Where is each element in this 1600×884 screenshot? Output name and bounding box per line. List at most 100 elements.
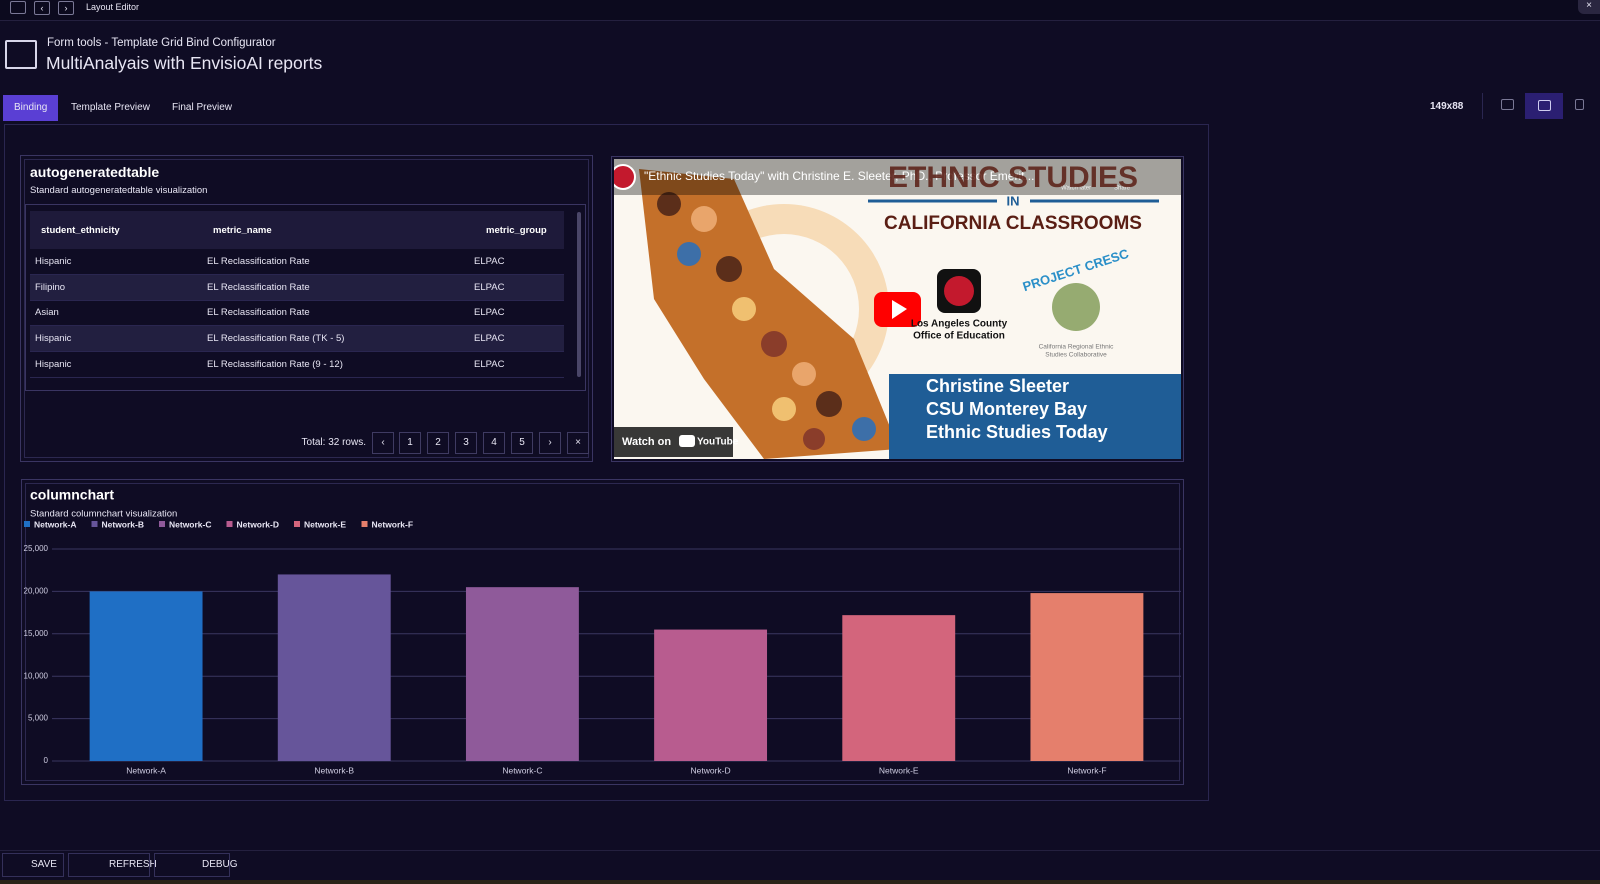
page-button[interactable]: 1 <box>399 432 421 454</box>
column-header: metric_group <box>486 225 547 236</box>
watch-on: Watch on <box>622 436 671 448</box>
table-cell: EL Reclassification Rate (TK - 5) <box>207 333 345 345</box>
save-button[interactable]: SAVE <box>2 853 64 877</box>
refresh-button[interactable]: REFRESH <box>68 853 157 877</box>
tab[interactable]: Binding <box>3 95 59 121</box>
bar <box>1030 593 1144 761</box>
bar <box>89 591 203 761</box>
legend-label: Network-A <box>34 519 77 529</box>
video-title[interactable]: "Ethnic Studies Today" with Christine E.… <box>644 169 1034 183</box>
speaker-line: Christine Sleeter <box>926 376 1069 396</box>
view-single <box>1538 100 1551 111</box>
legend-swatch <box>361 521 368 527</box>
grid-size: 149x88 <box>1430 101 1464 112</box>
header-icon <box>5 40 37 69</box>
heading-in: IN <box>1007 193 1020 208</box>
table-cell: EL Reclassification Rate <box>207 307 310 319</box>
app-icon[interactable] <box>10 1 26 14</box>
legend-swatch <box>91 521 98 527</box>
table-cell: Asian <box>35 307 59 319</box>
page-button[interactable]: 3 <box>455 432 477 454</box>
page-button[interactable]: 2 <box>427 432 449 454</box>
table-row: Asian EL Reclassification Rate ELPAC <box>30 300 564 327</box>
grid-canvas <box>4 124 1209 801</box>
speaker-line: Ethnic Studies Today <box>926 422 1108 442</box>
header-subtitle: Form tools - Template Grid Bind Configur… <box>47 37 276 49</box>
close-pagination[interactable]: × <box>567 432 589 454</box>
page-button[interactable]: 4 <box>483 432 505 454</box>
y-tick-label: 20,000 <box>24 587 49 596</box>
table-cell: ELPAC <box>474 358 505 370</box>
table-cell: ELPAC <box>474 256 505 267</box>
table-row: Hispanic EL Reclassification Rate ELPAC <box>30 249 564 275</box>
table-subtitle: Standard autogeneratedtable visualizatio… <box>30 185 208 196</box>
legend-swatch <box>294 521 300 527</box>
status-strip <box>0 880 1600 884</box>
x-tick-label: Network-B <box>314 765 354 775</box>
heading: ETHNIC STUDIES <box>888 161 1138 194</box>
legend-swatch <box>226 521 233 527</box>
header-title: MultiAnalyais with EnvisioAI reports <box>46 53 323 73</box>
column-header: student_ethnicity <box>41 225 120 236</box>
subheading: CALIFORNIA CLASSROOMS <box>884 213 1142 234</box>
table-cell: EL Reclassification Rate <box>207 281 310 293</box>
figures <box>657 192 876 450</box>
table-cell: EL Reclassification Rate (9 - 12) <box>207 358 343 370</box>
laco-mark <box>944 276 974 306</box>
y-tick-label: 10,000 <box>24 671 49 680</box>
back-button[interactable]: ‹ <box>34 1 50 15</box>
legend-label: Network-F <box>372 519 414 529</box>
legend-label: Network-E <box>304 519 346 529</box>
table-cell: Hispanic <box>35 256 72 267</box>
channel-avatar[interactable] <box>614 164 636 190</box>
y-tick-label: 5,000 <box>28 714 49 723</box>
table-cell: ELPAC <box>474 281 505 293</box>
y-tick-label: 15,000 <box>24 629 49 638</box>
speaker-band <box>889 374 1181 459</box>
california-shape <box>639 169 899 459</box>
collab-name: California Regional Ethnic <box>1039 344 1115 351</box>
close-button[interactable]: × <box>1578 0 1600 14</box>
next-page[interactable]: › <box>539 432 561 454</box>
table-cell: ELPAC <box>474 333 505 345</box>
chart-subtitle: Standard columnchart visualization <box>30 509 177 520</box>
watch-on-box[interactable] <box>614 427 733 457</box>
scrollbar[interactable] <box>577 212 581 377</box>
org-name: Office of Education <box>913 331 1005 342</box>
legend-label: Network-C <box>169 519 212 529</box>
x-tick-label: Network-C <box>502 765 542 775</box>
y-tick-label: 25,000 <box>24 544 49 553</box>
title-overlay <box>614 159 1181 195</box>
tab[interactable]: Template Preview <box>71 102 150 113</box>
x-tick-label: Network-A <box>126 765 166 775</box>
table-row: Filipino EL Reclassification Rate ELPAC <box>30 274 564 301</box>
legend-swatch <box>159 521 165 527</box>
tree <box>1052 283 1100 331</box>
bar <box>654 629 768 761</box>
legend-swatch <box>24 521 30 527</box>
speaker-line: CSU Monterey Bay <box>926 399 1087 419</box>
view-single-active[interactable] <box>1525 93 1563 119</box>
toolbar-divider <box>0 850 1600 851</box>
prev-page[interactable]: ‹ <box>372 432 394 454</box>
bar <box>465 587 579 761</box>
youtube-icon <box>679 435 695 447</box>
chart-card <box>21 479 1184 785</box>
video-thumbnail[interactable]: "Ethnic Studies Today" with Christine E.… <box>614 159 1181 459</box>
view-split[interactable] <box>1501 99 1514 110</box>
window-title: Layout Editor <box>86 2 140 12</box>
table-cell: Filipino <box>35 281 66 293</box>
bar <box>277 574 391 761</box>
collab-name: Studies Collaborative <box>1045 352 1107 359</box>
view-columns[interactable] <box>1575 99 1584 110</box>
forward-button[interactable]: › <box>58 1 74 15</box>
table-row: Hispanic EL Reclassification Rate (TK - 5… <box>30 326 564 353</box>
tab[interactable]: Final Preview <box>172 102 233 113</box>
share[interactable]: Share <box>1114 186 1131 192</box>
watch-later[interactable]: Watch later <box>1061 186 1091 192</box>
chart-title: columnchart <box>30 487 114 503</box>
legend-label: Network-D <box>237 519 280 529</box>
debug-button[interactable]: DEBUG <box>154 853 238 877</box>
page-button[interactable]: 5 <box>511 432 533 454</box>
